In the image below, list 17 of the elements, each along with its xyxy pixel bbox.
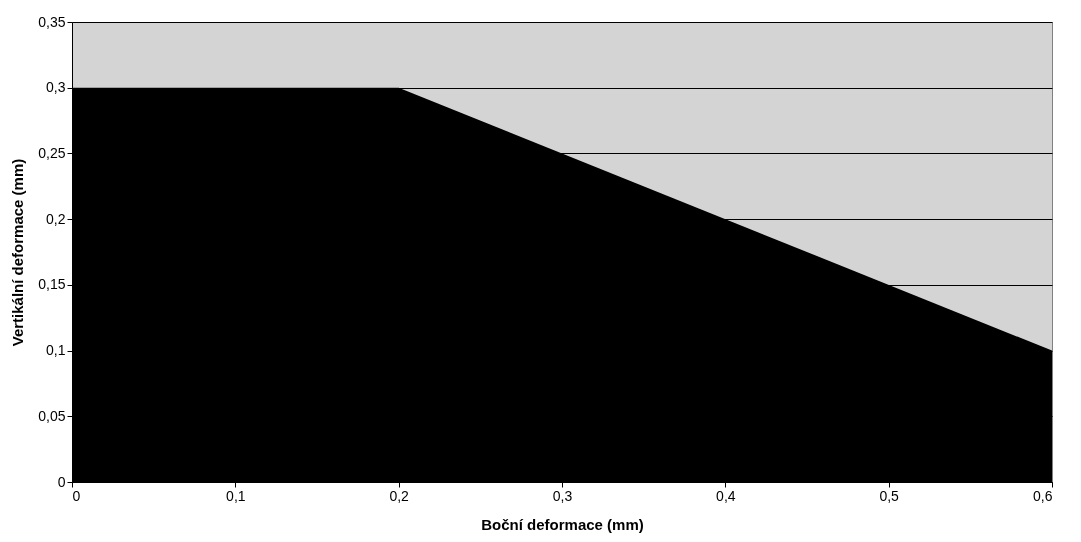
y-tick-label: 0: [57, 473, 66, 490]
x-tick-label: 0,6: [1033, 487, 1053, 504]
x-axis-title: Boční deformace (mm): [481, 515, 644, 533]
x-tick-label: 0,3: [552, 487, 573, 504]
y-tick-label: 0,35: [38, 13, 66, 30]
x-tick-label: 0: [72, 487, 81, 504]
x-tick-label: 0,5: [879, 487, 900, 504]
x-tick-label: 0,1: [226, 487, 246, 504]
x-tick-label: 0,2: [389, 487, 410, 504]
x-tick-label: 0,4: [716, 487, 736, 504]
y-tick-label: 0,15: [38, 276, 66, 293]
y-tick-label: 0,1: [46, 342, 66, 359]
y-tick-label: 0,25: [38, 144, 66, 161]
y-axis-title: Vertikální deformace (mm): [9, 158, 27, 347]
y-tick-label: 0,3: [46, 79, 66, 96]
y-tick-label: 0,05: [38, 407, 66, 424]
y-tick-label: 0,2: [46, 210, 66, 227]
